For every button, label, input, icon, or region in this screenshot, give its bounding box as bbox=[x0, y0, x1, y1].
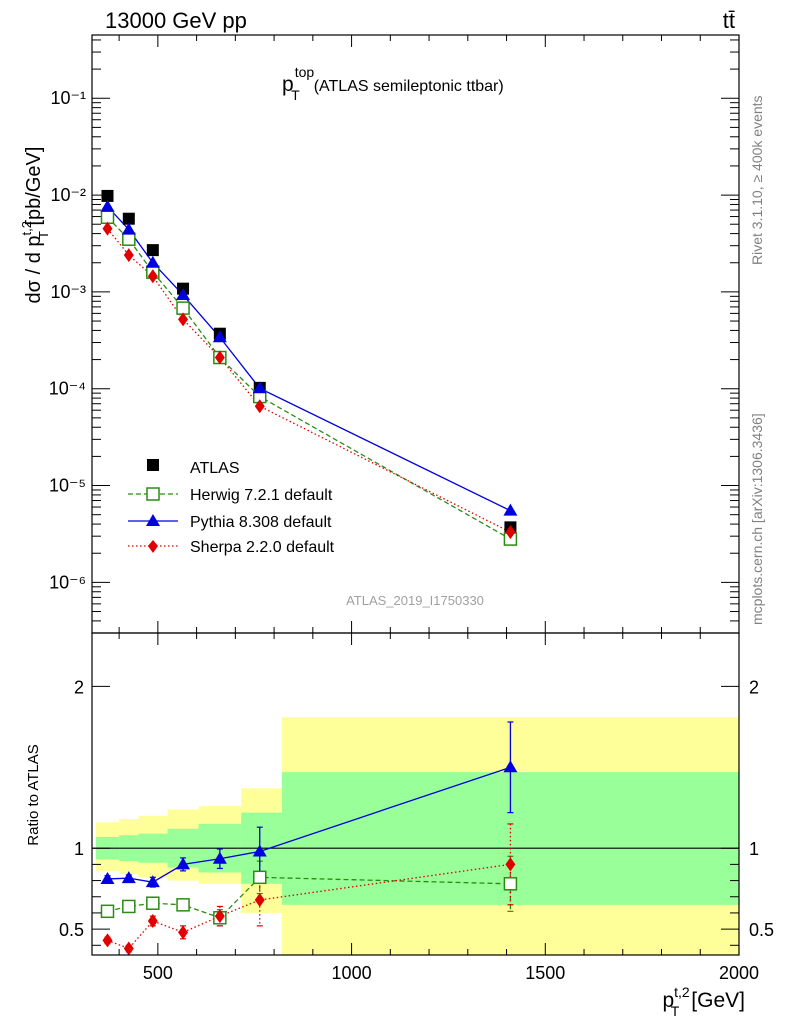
ratio-panel-frame bbox=[91, 632, 740, 956]
herwig-point bbox=[122, 232, 136, 246]
sherpa-ratio-point bbox=[123, 941, 134, 956]
ytick-label-right: 0.5 bbox=[749, 920, 774, 940]
sherpa-ratio-point bbox=[254, 892, 265, 907]
ytick-label: 10⁻³ bbox=[50, 282, 86, 302]
herwig-ratio-point bbox=[146, 896, 160, 910]
sherpa-point bbox=[214, 350, 225, 365]
herwig-point bbox=[176, 301, 190, 315]
sherpa-ratio-point bbox=[102, 933, 113, 948]
pythia-point bbox=[121, 222, 136, 235]
ratio-series bbox=[100, 721, 518, 956]
atlas-point bbox=[101, 189, 114, 202]
ytick-label-right: 2 bbox=[749, 677, 759, 697]
sherpa-point bbox=[102, 221, 113, 236]
xtick-label: 500 bbox=[143, 963, 173, 983]
ytick-label: 10⁻⁴ bbox=[49, 379, 86, 399]
legend-label-herwig: Herwig 7.2.1 default bbox=[190, 487, 333, 504]
pythia-ratio-point bbox=[176, 857, 191, 870]
ytick-label: 10⁻⁵ bbox=[49, 476, 86, 496]
legend-marker-herwig bbox=[146, 487, 160, 501]
legend-marker-sherpa bbox=[148, 540, 158, 553]
sherpa-point bbox=[254, 399, 265, 414]
pythia-point bbox=[212, 330, 227, 343]
pythia-ratio-point bbox=[252, 844, 267, 857]
herwig-ratio-point bbox=[253, 870, 267, 885]
pythia-ratio-point bbox=[145, 875, 160, 888]
pythia-line bbox=[107, 206, 511, 512]
sherpa-ratio-point bbox=[147, 914, 158, 929]
herwig-point bbox=[100, 210, 115, 225]
ratio-xlabel: pt,2 T [GeV] bbox=[662, 984, 745, 1019]
pythia-ratio-point bbox=[121, 871, 136, 884]
atlas-point bbox=[122, 212, 135, 225]
legend-label-pythia: Pythia 8.308 default bbox=[190, 514, 332, 531]
herwig-ratio-point bbox=[122, 899, 136, 914]
analysis-watermark: ATLAS_2019_I1750330 bbox=[346, 593, 484, 608]
sherpa-point bbox=[123, 248, 134, 263]
xtick-label: 1500 bbox=[525, 963, 565, 983]
ytick-label: 0.5 bbox=[59, 920, 84, 940]
legend: ATLAS Herwig 7.2.1 default Pythia 8.308 … bbox=[128, 459, 335, 556]
main-axis-ticks: 10⁻⁶ 10⁻⁵ 10⁻⁴ 10⁻³ 10⁻² 10⁻¹ bbox=[49, 35, 740, 634]
ratio-uncertainty-bands bbox=[92, 717, 739, 955]
legend-marker-pythia bbox=[146, 514, 160, 526]
legend-marker-atlas bbox=[147, 459, 159, 471]
pythia-point bbox=[176, 287, 191, 300]
sherpa-point bbox=[505, 525, 516, 540]
source-label: mcplots.cern.ch [arXiv:1306.3436] bbox=[749, 413, 765, 625]
herwig-ratio-point bbox=[503, 877, 518, 891]
energy-label: 13000 GeV pp bbox=[105, 8, 247, 33]
sherpa-ratio-point bbox=[505, 857, 516, 872]
title-rest: (ATLAS semileptonic ttbar) bbox=[314, 78, 504, 95]
ytick-label: 10⁻¹ bbox=[50, 88, 86, 108]
legend-label-atlas: ATLAS bbox=[190, 460, 240, 477]
ytick-label: 10⁻² bbox=[50, 185, 86, 205]
sherpa-point bbox=[147, 269, 158, 284]
xtick-label: 2000 bbox=[719, 963, 759, 983]
plot-title: ptop T (ATLAS semileptonic ttbar) bbox=[282, 64, 504, 103]
title-sup: top bbox=[295, 64, 315, 80]
main-series bbox=[100, 189, 518, 546]
ytick-label-right: 1 bbox=[749, 839, 759, 859]
pythia-point bbox=[100, 199, 115, 212]
pythia-ratio-point bbox=[100, 871, 115, 884]
pythia-point bbox=[252, 381, 267, 394]
title-p: p bbox=[282, 73, 294, 96]
rivet-label: Rivet 3.1.10, ≥ 400k events bbox=[749, 95, 765, 265]
main-ylabel: dσ / d pt,2 T [pb/GeV] bbox=[19, 147, 51, 304]
pythia-point bbox=[145, 255, 160, 268]
process-label: tt̄ bbox=[723, 8, 735, 33]
ytick-label: 2 bbox=[74, 677, 84, 697]
atlas-point bbox=[146, 244, 159, 257]
ytick-label: 10⁻⁶ bbox=[49, 572, 86, 592]
sherpa-ratio-point bbox=[178, 925, 189, 940]
herwig-ratio-point bbox=[176, 898, 190, 912]
xtick-label: 1000 bbox=[332, 963, 372, 983]
sherpa-point bbox=[178, 312, 189, 327]
ratio-ylabel: Ratio to ATLAS bbox=[25, 744, 42, 845]
pythia-point bbox=[503, 503, 518, 516]
ytick-label: 1 bbox=[74, 839, 84, 859]
sherpa-ratio-point bbox=[214, 909, 225, 924]
herwig-ratio-point bbox=[100, 904, 115, 919]
pythia-ratio-point bbox=[212, 851, 227, 864]
legend-label-sherpa: Sherpa 2.2.0 default bbox=[190, 539, 335, 556]
title-sub: T bbox=[291, 87, 300, 103]
ratio-axis-ticks: 500 1000 1500 2000 0.5 0.5 1 1 2 2 bbox=[59, 633, 774, 983]
pythia-ratio-point bbox=[503, 760, 518, 773]
